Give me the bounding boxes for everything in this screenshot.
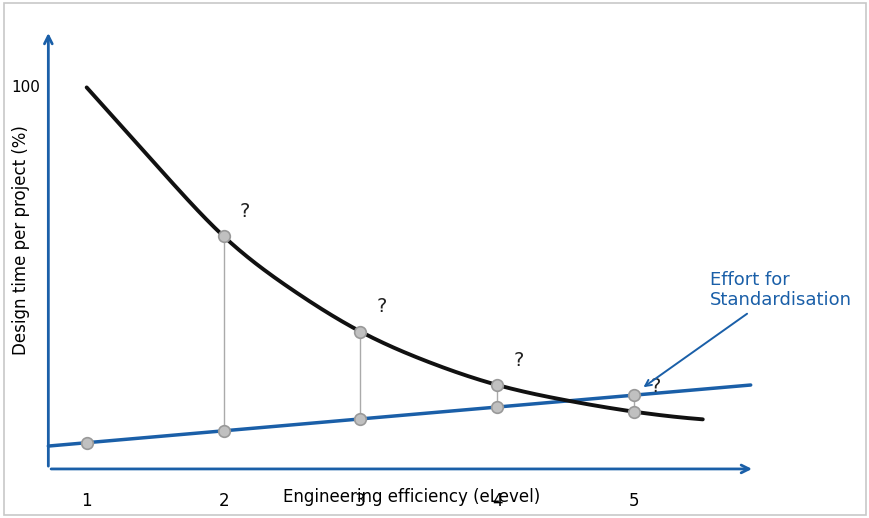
Point (627, 391, 640, 399)
Text: 5: 5 (628, 492, 639, 510)
Text: ?: ? (650, 378, 660, 396)
Point (627, 408, 640, 416)
Point (216, 427, 230, 435)
Point (490, 403, 504, 411)
Point (353, 415, 367, 423)
Text: 1: 1 (82, 492, 92, 510)
Point (353, 327, 367, 336)
X-axis label: Engineering efficiency (eLevel): Engineering efficiency (eLevel) (283, 488, 540, 507)
Point (216, 232, 230, 240)
Text: ?: ? (376, 297, 387, 316)
Text: 100: 100 (11, 80, 40, 95)
Text: 2: 2 (218, 492, 229, 510)
Text: 4: 4 (492, 492, 502, 510)
Point (490, 381, 504, 389)
Text: Effort for
Standardisation: Effort for Standardisation (645, 270, 851, 386)
Text: 3: 3 (355, 492, 365, 510)
Point (80, 439, 94, 447)
Text: ?: ? (240, 202, 250, 221)
Text: ?: ? (514, 351, 524, 370)
Y-axis label: Design time per project (%): Design time per project (%) (12, 125, 30, 355)
